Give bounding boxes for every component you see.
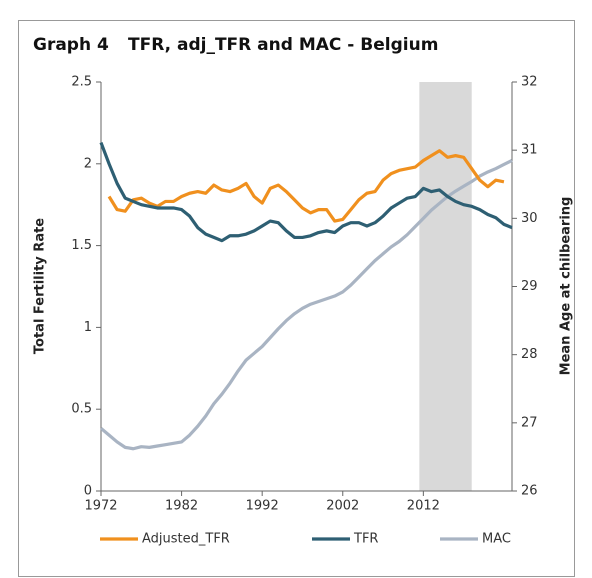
shaded-period: [419, 82, 472, 491]
legend-label: TFR: [353, 532, 378, 547]
y-tick-label: 1.5: [71, 238, 92, 253]
series-line: [99, 141, 513, 243]
x-tick-label: 1992: [246, 499, 279, 514]
x-tick-label: 1972: [84, 499, 117, 514]
y2-axis-title: Mean Age at chilbearing: [559, 197, 574, 376]
series-line: [107, 149, 505, 223]
y2-tick-label: 26: [521, 484, 538, 499]
x-tick-label: 2002: [326, 499, 359, 514]
y-tick-label: 0.5: [71, 402, 92, 417]
y-tick-label: 1: [84, 320, 92, 335]
y2-tick-label: 32: [521, 75, 538, 90]
y-axis-title: Total Fertility Rate: [33, 218, 48, 354]
chart-label: Graph 4: [33, 35, 109, 55]
y2-tick-label: 29: [521, 279, 538, 294]
y-tick-label: 0: [84, 484, 92, 499]
y2-tick-label: 28: [521, 347, 538, 362]
y2-tick-label: 31: [521, 143, 538, 158]
x-tick-label: 2012: [407, 499, 440, 514]
frame: [18, 20, 575, 577]
y-tick-label: 2.5: [71, 75, 92, 90]
y2-tick-label: 27: [521, 415, 538, 430]
legend-label: Adjusted_TFR: [142, 532, 230, 547]
y2-tick-label: 30: [521, 211, 538, 226]
y-tick-label: 2: [84, 156, 92, 171]
chart-title: TFR, adj_TFR and MAC - Belgium: [128, 35, 438, 55]
x-tick-label: 1982: [165, 499, 198, 514]
series-line: [99, 158, 513, 451]
legend-label: MAC: [482, 532, 511, 547]
